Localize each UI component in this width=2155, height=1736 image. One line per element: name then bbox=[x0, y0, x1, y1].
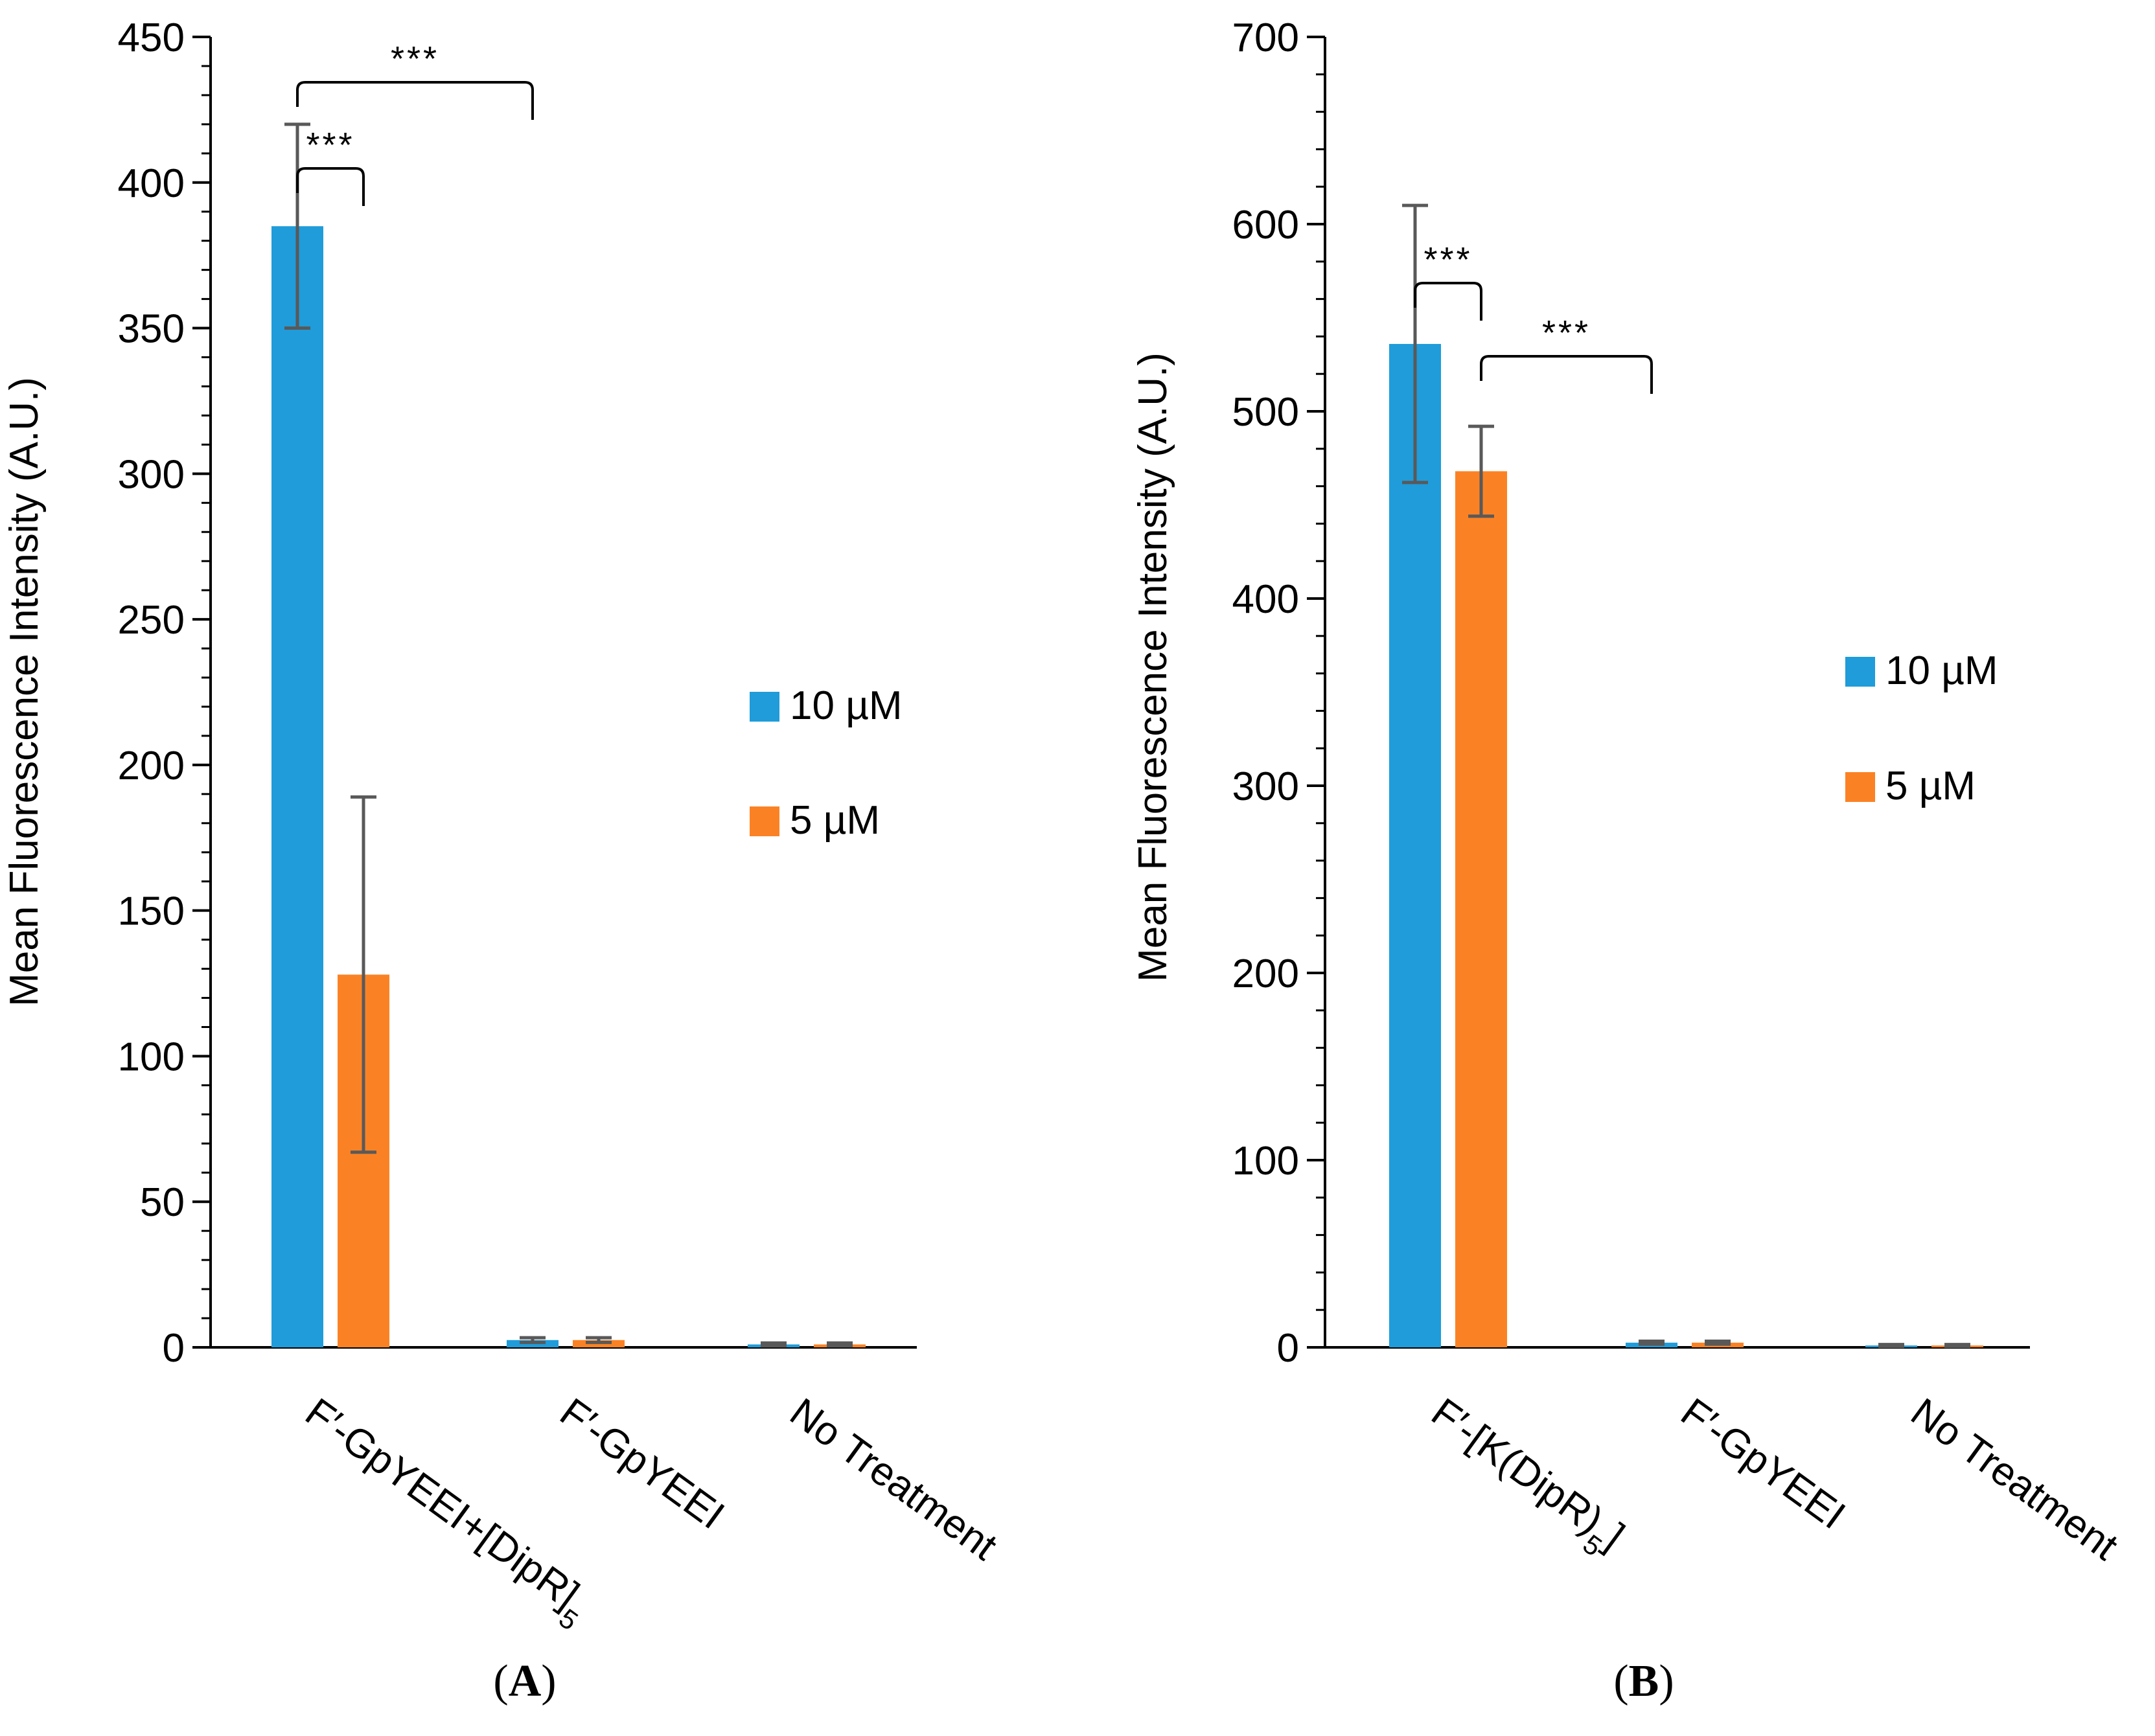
y-tick-label: 250 bbox=[118, 598, 185, 643]
panel-label-open: ( bbox=[1613, 1656, 1628, 1706]
category-label-main: No Treatment bbox=[782, 1390, 1005, 1570]
legend-swatch-10uM bbox=[1845, 657, 1875, 687]
y-tick-label: 600 bbox=[1232, 203, 1299, 247]
significance-bracket bbox=[296, 81, 534, 120]
legend-label: 5 µM bbox=[790, 798, 880, 843]
chart-panel-a: 0 50 100 150 200 250 300 350 400 450 Mean Fluoresc… bbox=[2, 16, 1005, 1706]
category-label-main: No Treatment bbox=[1903, 1390, 2126, 1570]
y-tick-label: 350 bbox=[118, 307, 185, 352]
category-label: F′-GpYEEI+[DipR]5 bbox=[290, 1390, 599, 1636]
y-tick-label: 300 bbox=[1232, 764, 1299, 809]
bar-5uM bbox=[1455, 471, 1507, 1347]
legend-swatch-5uM bbox=[750, 806, 779, 836]
panel-label: (B) bbox=[1613, 1656, 1674, 1706]
panel-label-open: ( bbox=[493, 1656, 508, 1706]
significance-label: *** bbox=[1542, 314, 1591, 352]
y-tick-label: 450 bbox=[118, 16, 185, 60]
y-tick-label: 200 bbox=[1232, 952, 1299, 996]
y-tick-label: 300 bbox=[118, 452, 185, 497]
bar-10uM bbox=[271, 226, 323, 1347]
significance-bracket bbox=[296, 167, 365, 206]
y-tick-label: 400 bbox=[118, 161, 185, 206]
legend-label: 10 µM bbox=[790, 683, 903, 728]
legend-swatch-10uM bbox=[750, 692, 779, 722]
chart-panel-b: 0 100 200 300 400 500 600 700 Mean Fluorescence … bbox=[1131, 16, 2126, 1706]
y-tick-label: 50 bbox=[140, 1180, 185, 1225]
y-tick-label: 150 bbox=[118, 889, 185, 934]
y-tick-label: 500 bbox=[1232, 390, 1299, 435]
panel-label: (A) bbox=[493, 1656, 556, 1706]
category-label-main: F′-GpYEEI bbox=[552, 1390, 733, 1538]
category-label-main: F′-[K(DipR) bbox=[1423, 1390, 1611, 1544]
y-tick-label: 0 bbox=[163, 1326, 185, 1371]
category-label: F′-GpYEEI bbox=[552, 1390, 733, 1538]
bar-10uM bbox=[1389, 343, 1441, 1348]
significance-bracket bbox=[1480, 355, 1653, 394]
significance-bracket bbox=[1414, 282, 1482, 321]
y-tick-label: 0 bbox=[1277, 1326, 1299, 1371]
legend-swatch-5uM bbox=[1845, 772, 1875, 802]
category-label: No Treatment bbox=[782, 1390, 1005, 1570]
y-axis-title: Mean Fluorescence Intensity (A.U.) bbox=[1131, 352, 1175, 982]
panel-label-close: ) bbox=[1659, 1656, 1674, 1706]
legend-label: 10 µM bbox=[1885, 648, 1998, 693]
panel-label-close: ) bbox=[541, 1656, 556, 1706]
category-label: F′-[K(DipR)5] bbox=[1416, 1390, 1632, 1569]
y-tick-label: 100 bbox=[118, 1034, 185, 1079]
category-label: No Treatment bbox=[1903, 1390, 2126, 1570]
significance-label: *** bbox=[1423, 240, 1472, 279]
y-axis-title: Mean Fluorescence Intensity (A.U.) bbox=[2, 377, 47, 1007]
legend-label: 5 µM bbox=[1885, 764, 1976, 808]
y-tick-label: 700 bbox=[1232, 16, 1299, 60]
significance-label: *** bbox=[306, 126, 354, 165]
y-tick-label: 400 bbox=[1232, 577, 1299, 622]
y-tick-label: 100 bbox=[1232, 1139, 1299, 1183]
panel-label-letter: A bbox=[509, 1656, 542, 1706]
y-tick-label: 200 bbox=[118, 744, 185, 788]
category-label: F′-GpYEEI bbox=[1673, 1390, 1854, 1538]
significance-label: *** bbox=[391, 40, 439, 78]
panel-label-letter: B bbox=[1629, 1656, 1659, 1706]
category-label-main: F′-GpYEEI+[DipR] bbox=[297, 1390, 587, 1617]
category-label-main: F′-GpYEEI bbox=[1673, 1390, 1854, 1538]
